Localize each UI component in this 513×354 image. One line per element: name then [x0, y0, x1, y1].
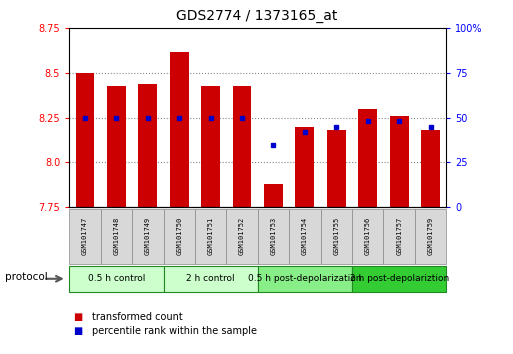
- Bar: [107, 86, 126, 207]
- Bar: [321, 209, 352, 264]
- Bar: [352, 266, 446, 292]
- Text: GSM101756: GSM101756: [365, 217, 371, 256]
- Text: 0.5 h post-depolarization: 0.5 h post-depolarization: [248, 274, 362, 283]
- Bar: [295, 127, 314, 207]
- Text: GSM101754: GSM101754: [302, 217, 308, 256]
- Bar: [139, 84, 157, 207]
- Text: ■: ■: [74, 326, 87, 336]
- Text: 2 h post-depolariztion: 2 h post-depolariztion: [349, 274, 449, 283]
- Bar: [164, 266, 258, 292]
- Bar: [69, 209, 101, 264]
- Bar: [415, 209, 446, 264]
- Bar: [383, 209, 415, 264]
- Bar: [75, 73, 94, 207]
- Text: transformed count: transformed count: [92, 312, 183, 322]
- Bar: [352, 209, 383, 264]
- Bar: [132, 209, 164, 264]
- Text: GSM101748: GSM101748: [113, 217, 120, 256]
- Text: GSM101750: GSM101750: [176, 217, 182, 256]
- Text: GSM101757: GSM101757: [396, 217, 402, 256]
- Text: protocol: protocol: [5, 272, 48, 282]
- Text: GSM101753: GSM101753: [270, 217, 277, 256]
- Bar: [421, 130, 440, 207]
- Bar: [390, 116, 408, 207]
- Bar: [233, 86, 251, 207]
- Text: GDS2774 / 1373165_at: GDS2774 / 1373165_at: [176, 9, 337, 23]
- Bar: [164, 209, 195, 264]
- Bar: [258, 266, 352, 292]
- Bar: [170, 52, 189, 207]
- Bar: [258, 209, 289, 264]
- Bar: [101, 209, 132, 264]
- Bar: [289, 209, 321, 264]
- Text: 2 h control: 2 h control: [186, 274, 235, 283]
- Text: GSM101755: GSM101755: [333, 217, 339, 256]
- Bar: [264, 184, 283, 207]
- Text: percentile rank within the sample: percentile rank within the sample: [92, 326, 258, 336]
- Text: 0.5 h control: 0.5 h control: [88, 274, 145, 283]
- Text: GSM101749: GSM101749: [145, 217, 151, 256]
- Text: ■: ■: [74, 312, 87, 322]
- Text: GSM101752: GSM101752: [239, 217, 245, 256]
- Bar: [226, 209, 258, 264]
- Bar: [195, 209, 226, 264]
- Text: GSM101747: GSM101747: [82, 217, 88, 256]
- Bar: [201, 86, 220, 207]
- Text: GSM101751: GSM101751: [208, 217, 213, 256]
- Text: GSM101759: GSM101759: [428, 217, 433, 256]
- Bar: [69, 266, 164, 292]
- Bar: [358, 109, 377, 207]
- Bar: [327, 130, 346, 207]
